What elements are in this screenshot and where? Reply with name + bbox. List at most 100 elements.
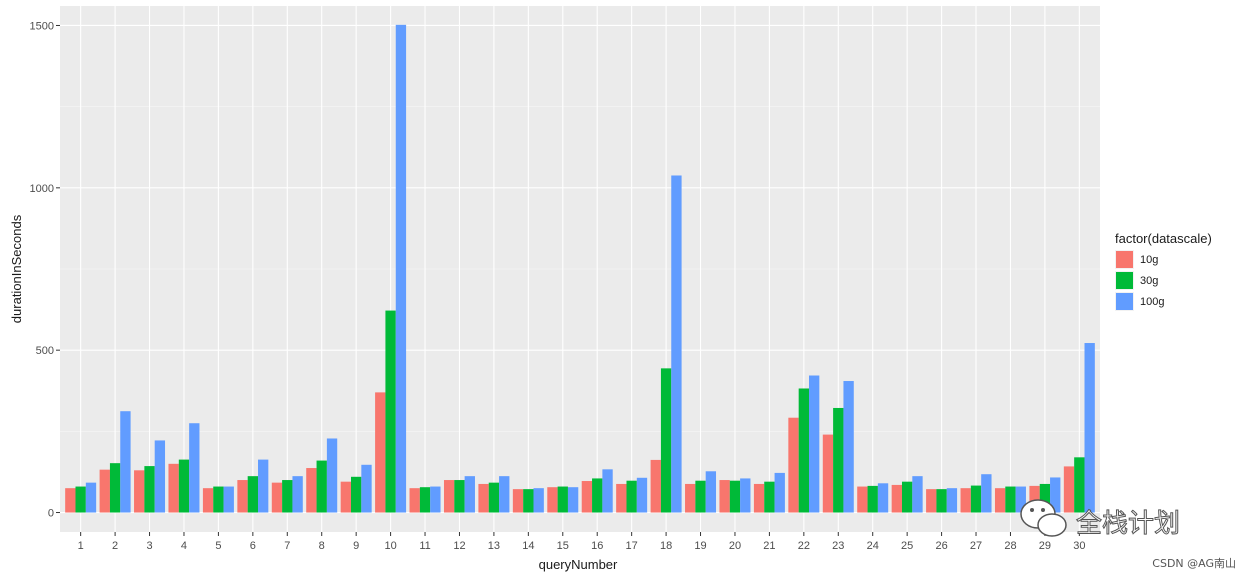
bar-10g-q16: [581, 481, 593, 513]
bar-10g-q11: [409, 488, 420, 513]
watermark: 全栈计划: [1020, 499, 1181, 540]
legend-title: factor(datascale): [1115, 231, 1212, 246]
bar-30g-q18: [660, 368, 672, 513]
watermark-text: 全栈计划: [1076, 509, 1180, 539]
bar-10g-q5: [202, 488, 214, 513]
bar-30g-q20: [729, 480, 741, 513]
legend-label-30g: 30g: [1140, 275, 1158, 287]
bar-100g-q21: [774, 472, 785, 513]
bar-100g-q8: [326, 438, 338, 513]
bar-30g-q29: [1039, 483, 1051, 513]
credit-text: CSDN @AG南山: [1152, 557, 1236, 570]
legend-swatch-100g: [1116, 293, 1133, 310]
legend-swatch-30g: [1116, 272, 1133, 289]
x-tick-label: 28: [1004, 540, 1016, 552]
bar-10g-q23: [822, 434, 834, 513]
x-tick-label: 24: [867, 540, 879, 552]
wechat-icon: [1020, 499, 1067, 537]
bar-100g-q16: [602, 469, 613, 513]
x-tick-label: 27: [970, 540, 982, 552]
bars: [65, 24, 1095, 513]
y-tick-label: 500: [36, 345, 54, 357]
x-tick-label: 18: [660, 540, 672, 552]
bar-30g-q1: [75, 486, 86, 513]
bar-100g-q30: [1084, 343, 1095, 513]
x-tick-label: 8: [319, 540, 325, 552]
bar-30g-q6: [247, 476, 259, 513]
bar-10g-q4: [168, 463, 179, 513]
bar-10g-q25: [891, 484, 902, 513]
bar-10g-q28: [994, 488, 1006, 513]
bar-10g-q8: [306, 468, 317, 513]
bar-10g-q20: [719, 480, 730, 513]
bar-30g-q5: [213, 486, 224, 513]
x-tick-label: 10: [384, 540, 396, 552]
x-tick-label: 9: [353, 540, 359, 552]
y-tick-label: 1500: [30, 20, 54, 32]
bar-100g-q6: [258, 459, 269, 513]
gridlines: [60, 6, 1100, 532]
x-tick-label: 3: [146, 540, 152, 552]
bar-100g-q2: [120, 411, 131, 513]
bar-100g-q27: [981, 474, 992, 513]
x-tick-label: 15: [557, 540, 569, 552]
bar-10g-q9: [340, 481, 351, 513]
x-tick-label: 4: [181, 540, 187, 552]
bar-30g-q2: [109, 463, 121, 513]
bar-30g-q28: [1005, 486, 1016, 513]
bar-30g-q12: [454, 480, 465, 513]
bar-30g-q7: [282, 480, 293, 513]
bar-100g-q20: [740, 478, 751, 513]
bar-30g-q10: [385, 310, 396, 513]
x-axis-title: queryNumber: [539, 557, 618, 572]
legend: factor(datascale) 10g 30g 100g: [1115, 231, 1212, 311]
bar-100g-q11: [430, 486, 441, 513]
x-tick-label: 13: [488, 540, 500, 552]
bar-100g-q23: [843, 381, 854, 513]
bar-10g-q15: [547, 487, 558, 513]
x-tick-label: 23: [832, 540, 844, 552]
bar-100g-q29: [1050, 477, 1061, 513]
bar-100g-q26: [946, 488, 958, 513]
x-tick-label: 30: [1073, 540, 1085, 552]
bar-30g-q23: [833, 407, 844, 513]
bar-100g-q22: [809, 375, 820, 513]
bar-100g-q13: [499, 476, 510, 513]
bar-30g-q3: [144, 466, 155, 513]
bar-100g-q9: [361, 464, 372, 513]
bar-10g-q13: [478, 483, 489, 513]
bar-100g-q4: [189, 423, 200, 513]
bar-10g-q2: [99, 469, 110, 513]
bar-10g-q17: [616, 483, 627, 513]
bar-30g-q26: [936, 489, 947, 513]
bar-100g-q18: [671, 175, 682, 513]
legend-label-10g: 10g: [1140, 254, 1158, 266]
bar-30g-q21: [764, 481, 775, 513]
bar-10g-q19: [685, 483, 696, 513]
bar-10g-q29: [1029, 485, 1040, 513]
x-tick-label: 16: [591, 540, 603, 552]
bar-30g-q19: [695, 480, 706, 513]
bar-10g-q10: [375, 392, 386, 513]
x-tick-label: 17: [626, 540, 638, 552]
bar-100g-q5: [223, 486, 234, 513]
bar-100g-q14: [533, 488, 544, 513]
bar-10g-q27: [960, 488, 971, 513]
bar-100g-q12: [464, 476, 475, 513]
bar-10g-q18: [650, 459, 661, 513]
x-tick-label: 25: [901, 540, 913, 552]
bar-30g-q16: [592, 478, 603, 513]
x-tick-label: 2: [112, 540, 118, 552]
bar-30g-q8: [316, 460, 327, 513]
bar-10g-q21: [753, 483, 765, 513]
bar-10g-q22: [788, 417, 799, 513]
bar-10g-q3: [134, 470, 145, 513]
x-tick-label: 26: [935, 540, 947, 552]
bar-30g-q22: [798, 388, 810, 513]
bar-30g-q24: [867, 485, 878, 513]
bar-10g-q6: [237, 480, 248, 513]
bar-100g-q19: [705, 471, 717, 513]
x-tick-label: 14: [522, 540, 534, 552]
y-tick-label: 0: [48, 508, 54, 520]
